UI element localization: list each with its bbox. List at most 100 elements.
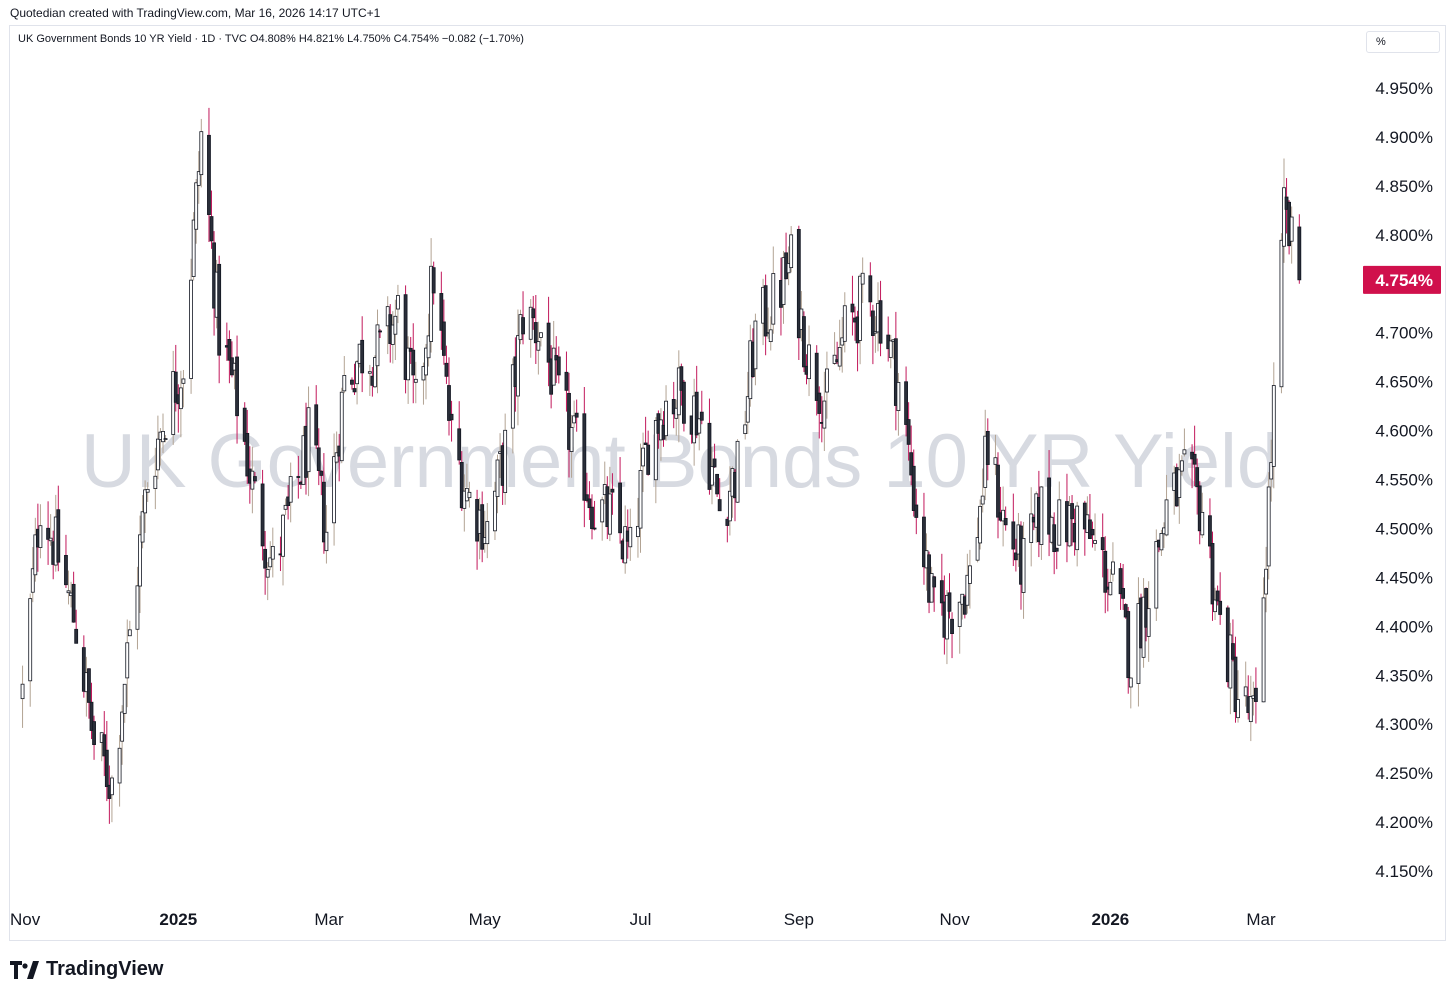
candle — [947, 573, 952, 619]
x-tick-label: Nov — [939, 910, 970, 929]
candle-body — [227, 339, 232, 361]
candle — [406, 336, 411, 404]
candle — [909, 425, 914, 486]
candle — [1021, 521, 1026, 619]
candle-body — [1248, 696, 1253, 723]
candle-body — [1067, 505, 1072, 547]
candle-body — [503, 429, 508, 493]
candle-body — [906, 419, 911, 445]
candle — [1164, 474, 1169, 537]
y-tick-label: 4.500% — [1375, 519, 1433, 538]
candle-body — [1052, 524, 1057, 553]
candle — [985, 418, 990, 481]
candle — [814, 345, 819, 416]
candle — [1179, 455, 1184, 476]
candle — [265, 562, 270, 601]
candle-body — [858, 275, 863, 341]
candle — [81, 635, 86, 698]
candle-body — [965, 574, 970, 606]
candle-body — [569, 427, 574, 452]
candle — [480, 491, 485, 563]
candle — [975, 517, 980, 563]
candle-body — [664, 400, 668, 437]
candle — [314, 385, 319, 449]
candle — [199, 118, 204, 188]
candle-body — [950, 618, 954, 634]
candle — [1100, 513, 1105, 578]
candle — [1047, 450, 1051, 557]
candle-body — [1271, 385, 1276, 467]
candle-body — [319, 470, 324, 476]
y-tick-label: 4.250% — [1375, 764, 1433, 783]
candle — [825, 351, 829, 419]
candle — [646, 430, 651, 476]
candle-body — [947, 592, 952, 612]
candle-body — [321, 481, 326, 543]
candle — [546, 296, 551, 387]
candle — [209, 190, 214, 249]
candle-body — [390, 324, 395, 345]
candle — [431, 261, 436, 305]
candle-body — [743, 424, 748, 435]
y-tick-label: 4.300% — [1375, 715, 1433, 734]
candle — [444, 345, 449, 384]
candle — [181, 369, 186, 408]
candle-body — [92, 721, 96, 745]
candle — [194, 178, 199, 244]
candle — [1126, 606, 1131, 694]
y-tick-label: 4.150% — [1375, 862, 1433, 881]
candle-body — [281, 514, 285, 557]
candle — [1118, 563, 1123, 610]
candle-body — [623, 526, 628, 564]
candle-body — [1029, 513, 1034, 543]
candle — [227, 330, 232, 384]
candle-body — [194, 182, 199, 230]
candle — [1210, 531, 1215, 621]
candle-body — [102, 734, 107, 757]
candle — [1271, 362, 1276, 489]
candle — [1248, 675, 1253, 742]
candle-body — [424, 347, 428, 376]
candle-body — [870, 310, 875, 336]
candle-body — [87, 668, 91, 703]
candle — [1289, 206, 1294, 264]
candle-body — [932, 576, 937, 588]
candle — [551, 320, 556, 386]
candle — [449, 400, 454, 442]
candle — [66, 570, 71, 605]
candle — [638, 443, 643, 553]
candle — [671, 381, 676, 429]
last-price-tag-bg — [1363, 265, 1441, 294]
candle — [403, 285, 408, 394]
candle — [270, 527, 275, 578]
candle-body — [181, 378, 186, 384]
candle — [922, 492, 926, 585]
y-tick-label: 4.700% — [1375, 324, 1433, 343]
candle-body — [825, 368, 829, 393]
candle — [556, 346, 561, 384]
candle — [939, 553, 944, 616]
candle-body — [551, 347, 556, 386]
candle-body — [860, 272, 865, 285]
candle-body — [807, 344, 811, 380]
candle-body — [607, 493, 612, 535]
candle-body — [163, 438, 168, 441]
candle — [1236, 670, 1240, 723]
candle — [822, 371, 827, 452]
candle — [288, 462, 293, 523]
candle-body — [980, 495, 985, 505]
candle-body — [495, 459, 500, 497]
candle-body — [283, 504, 288, 510]
candle-body — [306, 407, 311, 473]
candle — [339, 387, 344, 464]
candle-body — [878, 300, 883, 344]
y-tick-label: 4.400% — [1375, 617, 1433, 636]
price-scale-unit-button[interactable]: % — [1366, 31, 1440, 53]
candle — [1039, 486, 1044, 560]
candle — [858, 274, 863, 365]
candle-body — [378, 330, 382, 333]
candle-body — [1159, 533, 1164, 551]
candle — [725, 516, 730, 543]
candle-body — [64, 554, 68, 586]
